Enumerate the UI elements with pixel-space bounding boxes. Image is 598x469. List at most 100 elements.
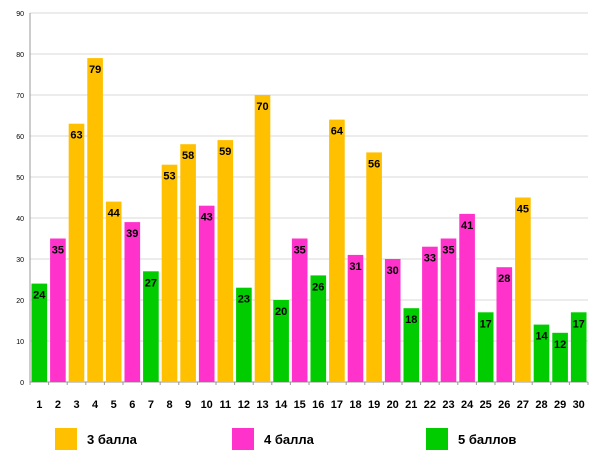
data-label-18: 31 [349, 261, 361, 273]
x-tick-label-8: 8 [166, 399, 172, 411]
x-tick-label-16: 16 [312, 399, 324, 411]
data-label-20: 30 [387, 265, 399, 277]
x-tick-label-19: 19 [368, 399, 380, 411]
bar-24 [459, 213, 475, 382]
y-tick-label-60: 60 [16, 134, 24, 141]
x-tick-label-26: 26 [498, 399, 510, 411]
bar-12 [236, 287, 252, 382]
data-label-26: 28 [498, 273, 510, 285]
bar-27 [515, 197, 531, 382]
bar-13 [254, 95, 271, 382]
x-tick-label-24: 24 [461, 399, 474, 411]
x-tick-label-22: 22 [424, 399, 436, 411]
legend-label-4: 4 балла [264, 431, 314, 447]
bar-4 [87, 58, 103, 382]
bar-18 [347, 254, 364, 382]
x-tick-label-14: 14 [275, 399, 288, 411]
data-label-24: 41 [461, 220, 473, 232]
data-label-23: 35 [442, 245, 454, 257]
bar-17 [329, 119, 345, 382]
x-tick-label-2: 2 [55, 399, 61, 411]
bar-7 [143, 271, 159, 382]
data-label-11: 59 [219, 146, 231, 158]
x-tick-label-30: 30 [573, 399, 585, 411]
x-tick-label-7: 7 [148, 399, 154, 411]
bar-11 [217, 140, 234, 382]
x-tick-label-13: 13 [256, 399, 268, 411]
data-label-8: 53 [163, 171, 175, 183]
x-tick-label-3: 3 [73, 399, 79, 411]
legend-label-5: 5 баллов [458, 431, 517, 447]
data-label-2: 35 [52, 245, 64, 257]
x-tick-label-1: 1 [36, 399, 42, 411]
data-label-27: 45 [517, 204, 529, 216]
bar-22 [422, 246, 438, 382]
x-tick-label-21: 21 [405, 399, 417, 411]
x-tick-label-28: 28 [535, 399, 547, 411]
data-label-14: 20 [275, 306, 287, 318]
x-tick-label-6: 6 [129, 399, 135, 411]
y-tick-label-80: 80 [16, 52, 24, 59]
data-label-30: 17 [573, 318, 585, 330]
data-label-29: 12 [554, 339, 566, 351]
y-tick-label-10: 10 [16, 339, 24, 346]
legend-swatch-4 [232, 428, 254, 450]
bar-3 [68, 123, 85, 382]
data-label-19: 56 [368, 158, 380, 170]
bar-1 [31, 283, 48, 382]
data-label-22: 33 [424, 253, 436, 265]
data-label-6: 39 [126, 228, 138, 240]
legend-item-3: 3 балла [55, 425, 137, 453]
data-label-16: 26 [312, 281, 324, 293]
x-tick-label-17: 17 [331, 399, 343, 411]
data-label-4: 79 [89, 64, 101, 76]
data-label-17: 64 [331, 126, 344, 138]
y-tick-label-30: 30 [16, 257, 24, 264]
bar-25 [477, 312, 494, 382]
x-tick-label-20: 20 [387, 399, 399, 411]
bar-10 [198, 205, 215, 382]
x-tick-label-11: 11 [219, 399, 231, 411]
bar-23 [440, 238, 457, 382]
bar-chart: 0102030405060708090241352633794445396277… [16, 11, 589, 411]
legend-item-4: 4 балла [232, 425, 314, 453]
x-tick-label-12: 12 [238, 399, 250, 411]
x-tick-label-5: 5 [111, 399, 117, 411]
bar-5 [105, 201, 122, 382]
legend-item-5: 5 баллов [426, 425, 516, 453]
bar-26 [496, 267, 513, 382]
data-label-7: 27 [145, 277, 157, 289]
data-label-9: 58 [182, 150, 194, 162]
bar-21 [403, 308, 420, 382]
x-tick-label-9: 9 [185, 399, 191, 411]
legend-swatch-5 [426, 428, 448, 450]
data-label-13: 70 [256, 101, 268, 113]
bar-29 [552, 332, 568, 382]
y-tick-label-90: 90 [16, 11, 24, 18]
x-tick-label-4: 4 [92, 399, 99, 411]
x-tick-label-25: 25 [480, 399, 492, 411]
data-label-15: 35 [294, 245, 306, 257]
y-tick-label-50: 50 [16, 175, 24, 182]
bar-19 [366, 152, 382, 382]
bar-28 [533, 324, 550, 382]
bar-9 [180, 144, 196, 382]
bar-30 [570, 312, 587, 382]
y-tick-label-20: 20 [16, 298, 24, 305]
x-tick-label-18: 18 [349, 399, 361, 411]
data-label-25: 17 [480, 318, 492, 330]
y-tick-label-70: 70 [16, 93, 24, 100]
legend: 3 балла 4 балла 5 баллов [0, 425, 598, 453]
bar-2 [50, 238, 66, 382]
x-tick-label-23: 23 [442, 399, 454, 411]
data-label-12: 23 [238, 294, 250, 306]
bar-15 [291, 238, 308, 382]
x-tick-label-15: 15 [294, 399, 306, 411]
y-tick-label-40: 40 [16, 216, 24, 223]
x-tick-label-29: 29 [554, 399, 566, 411]
bar-16 [310, 275, 327, 382]
data-label-3: 63 [70, 130, 82, 142]
bar-8 [161, 164, 178, 382]
data-label-1: 24 [33, 290, 46, 302]
